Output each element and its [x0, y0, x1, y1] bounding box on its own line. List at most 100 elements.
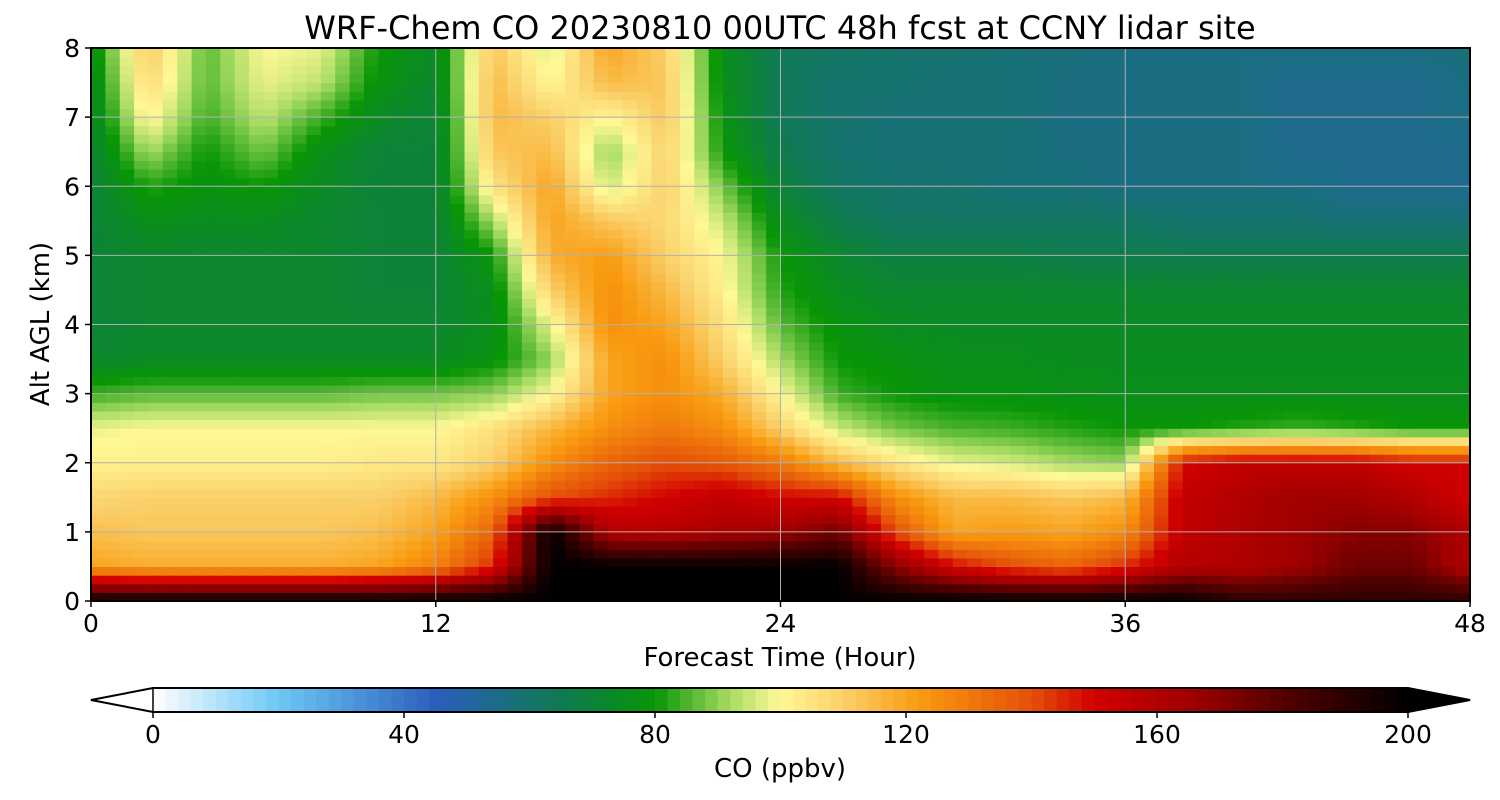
heatmap-cell: [1010, 289, 1026, 300]
heatmap-cell: [766, 255, 782, 265]
heatmap-cell: [550, 540, 566, 550]
heatmap-cell: [1053, 428, 1069, 438]
heatmap-cell: [866, 410, 882, 421]
heatmap-cell: [723, 298, 738, 308]
heatmap-cell: [148, 307, 164, 317]
heatmap-cell: [622, 160, 638, 170]
heatmap-cell: [292, 410, 308, 421]
heatmap-cell: [809, 367, 825, 377]
heatmap-cell: [952, 497, 968, 507]
heatmap-cell: [1426, 212, 1442, 222]
heatmap-cell: [723, 514, 738, 524]
heatmap-cell: [938, 177, 954, 187]
heatmap-cell: [1398, 238, 1414, 248]
heatmap-cell: [1412, 350, 1428, 360]
heatmap-cell: [737, 194, 753, 205]
heatmap-cell: [1096, 540, 1112, 550]
heatmap-cell: [924, 462, 940, 472]
heatmap-cell: [177, 488, 193, 498]
heatmap-cell: [349, 333, 365, 343]
heatmap-cell: [1340, 575, 1356, 585]
heatmap-cell: [1441, 384, 1457, 395]
heatmap-cell: [536, 315, 552, 326]
heatmap-cell: [1426, 497, 1442, 507]
heatmap-cell: [837, 557, 853, 568]
heatmap-cell: [1153, 307, 1169, 317]
heatmap-cell: [1340, 220, 1356, 231]
heatmap-cell: [105, 298, 121, 308]
heatmap-cell: [938, 255, 954, 265]
heatmap-cell: [191, 454, 207, 464]
heatmap-cell: [478, 471, 494, 481]
heatmap-cell: [162, 436, 178, 447]
heatmap-cell: [421, 549, 437, 559]
heatmap-cell: [1039, 454, 1055, 464]
heatmap-cell: [1268, 402, 1284, 412]
heatmap-cell: [593, 350, 609, 360]
heatmap-cell: [866, 350, 882, 360]
heatmap-cell: [909, 531, 925, 542]
heatmap-cell: [220, 160, 236, 170]
heatmap-cell: [1139, 333, 1155, 343]
heatmap-cell: [1369, 177, 1385, 187]
heatmap-cell: [421, 212, 437, 222]
heatmap-cell: [1340, 549, 1356, 559]
heatmap-cell: [1326, 384, 1342, 395]
heatmap-cell: [565, 384, 580, 395]
heatmap-cell: [881, 359, 897, 369]
heatmap-cell: [521, 445, 537, 455]
heatmap-cell: [651, 523, 667, 533]
heatmap-cell: [1369, 566, 1385, 576]
heatmap-cell: [1182, 497, 1198, 507]
heatmap-cell: [1010, 177, 1026, 187]
heatmap-cell: [478, 523, 494, 533]
heatmap-cell: [809, 220, 825, 231]
heatmap-cell: [464, 393, 480, 403]
heatmap-cell: [1340, 583, 1356, 593]
heatmap-cell: [1426, 289, 1442, 300]
heatmap-cell: [392, 514, 408, 524]
heatmap-cell: [837, 315, 853, 326]
heatmap-cell: [1268, 212, 1284, 222]
heatmap-cell: [320, 246, 336, 256]
heatmap-cell: [363, 367, 379, 377]
heatmap-cell: [1311, 488, 1327, 498]
heatmap-cell: [967, 402, 983, 412]
heatmap-cell: [866, 549, 882, 559]
heatmap-cell: [708, 402, 724, 412]
heatmap-cell: [1240, 462, 1256, 472]
heatmap-cell: [1110, 471, 1126, 481]
heatmap-cell: [1297, 272, 1313, 282]
heatmap-cell: [995, 359, 1011, 369]
heatmap-cell: [766, 307, 782, 317]
heatmap-cell: [608, 393, 624, 403]
heatmap-cell: [1197, 367, 1213, 377]
heatmap-cell: [91, 272, 106, 282]
heatmap-cell: [1283, 480, 1299, 490]
heatmap-cell: [565, 445, 580, 455]
heatmap-cell: [162, 341, 178, 352]
heatmap-cell: [794, 480, 810, 490]
heatmap-cell: [550, 436, 566, 447]
heatmap-cell: [1039, 523, 1055, 533]
heatmap-cell: [1326, 324, 1342, 334]
heatmap-cell: [952, 264, 968, 274]
heatmap-cell: [378, 186, 394, 196]
heatmap-cell: [450, 367, 466, 377]
heatmap-cell: [407, 220, 422, 231]
heatmap-cell: [780, 566, 796, 576]
heatmap-cell: [263, 471, 279, 481]
heatmap-cell: [320, 151, 336, 161]
heatmap-cell: [794, 549, 810, 559]
heatmap-cell: [1297, 471, 1313, 481]
heatmap-cell: [1225, 177, 1241, 187]
heatmap-cell: [708, 376, 724, 386]
heatmap-cell: [1082, 289, 1098, 300]
heatmap-cell: [91, 160, 106, 170]
heatmap-cell: [723, 566, 738, 576]
heatmap-cell: [507, 168, 523, 179]
heatmap-cell: [665, 281, 681, 291]
heatmap-cell: [1383, 220, 1399, 231]
heatmap-cell: [1153, 289, 1169, 300]
heatmap-cell: [1211, 350, 1227, 360]
